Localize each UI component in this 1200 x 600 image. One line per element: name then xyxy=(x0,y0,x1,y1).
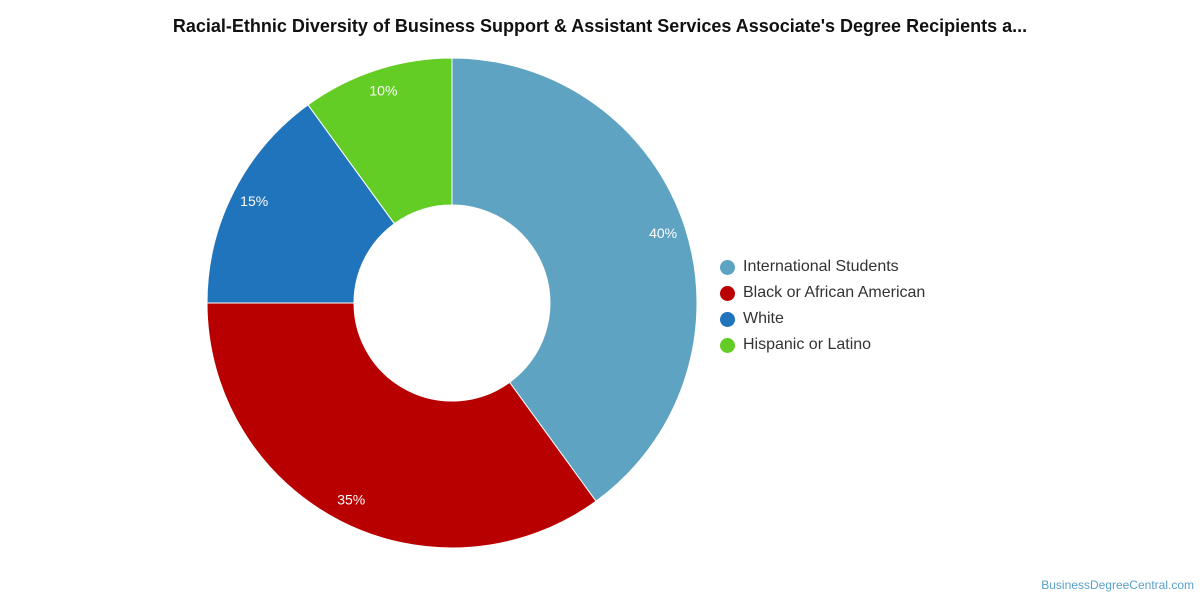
slice-value-label: 15% xyxy=(240,193,268,209)
slice-value-label: 10% xyxy=(369,83,397,99)
legend-swatch-icon xyxy=(720,259,735,275)
legend-label: White xyxy=(743,310,784,327)
legend-item-international-students[interactable]: International Students xyxy=(720,254,925,280)
slice-value-label: 40% xyxy=(649,225,677,241)
legend-item-hispanic-or-latino[interactable]: Hispanic or Latino xyxy=(720,332,925,358)
legend-swatch-icon xyxy=(720,311,735,327)
donut-slice-international-students[interactable] xyxy=(451,57,698,502)
donut-slice-white[interactable] xyxy=(206,104,396,304)
watermark[interactable]: BusinessDegreeCentral.com xyxy=(1041,578,1194,592)
legend-label: Black or African American xyxy=(743,284,926,301)
slice-value-label: 35% xyxy=(337,492,365,508)
legend-label: International Students xyxy=(743,258,899,275)
donut-slice-hispanic-or-latino[interactable] xyxy=(307,57,453,225)
legend-label: Hispanic or Latino xyxy=(743,336,872,353)
chart-legend: International Students Black or African … xyxy=(720,254,925,358)
donut-slice-black-or-african-american[interactable] xyxy=(206,302,597,549)
chart-title: Racial-Ethnic Diversity of Business Supp… xyxy=(172,16,1028,36)
legend-swatch-icon xyxy=(720,285,735,301)
legend-item-white[interactable]: White xyxy=(720,306,925,332)
legend-swatch-icon xyxy=(720,337,735,353)
legend-item-black-or-african-american[interactable]: Black or African American xyxy=(720,280,925,306)
